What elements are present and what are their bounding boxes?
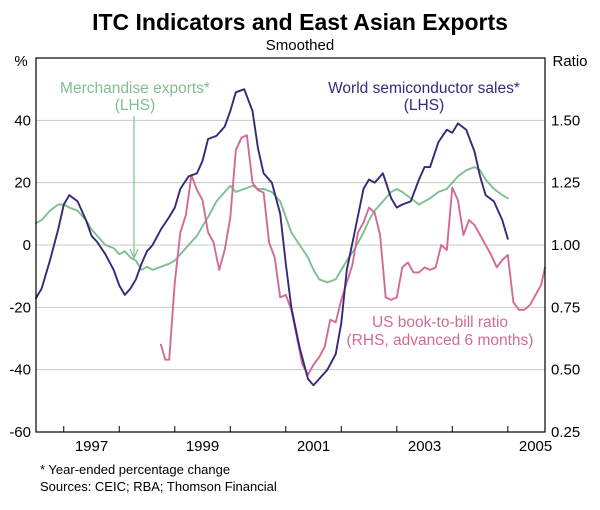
left-tick-label: -20 <box>9 299 31 316</box>
left-tick-label: -40 <box>9 362 31 379</box>
right-tick-label: 1.50 <box>551 112 580 129</box>
semiconductor-label: World semiconductor sales* <box>328 80 520 97</box>
plot-frame <box>35 57 546 433</box>
right-tick-label: 0.50 <box>551 362 580 379</box>
right-axis-unit: Ratio <box>552 53 587 70</box>
x-tick-label: 1997 <box>75 438 108 455</box>
right-tick-label: 1.25 <box>551 175 580 192</box>
semiconductor-label-sub: (LHS) <box>404 97 444 114</box>
axis-ticks: 40 20 0 -20 -40 -60 1.50 1.25 1.00 0.75 0.50 0.25 19… <box>9 112 580 455</box>
series-line-merchandise-exports <box>35 166 509 284</box>
left-axis-unit: % <box>14 53 27 70</box>
chart-title: ITC Indicators and East Asian Exports <box>92 9 508 35</box>
chart-subtitle: Smoothed <box>266 37 334 54</box>
footnote-1: * Year-ended percentage change <box>40 462 231 477</box>
left-tick-label: -60 <box>9 424 31 441</box>
right-tick-label: 0.75 <box>551 299 580 316</box>
left-tick-label: 20 <box>14 175 31 192</box>
gridlines <box>36 119 545 371</box>
merch-exports-label-sub: (LHS) <box>115 97 155 114</box>
left-tick-label: 0 <box>23 237 31 254</box>
x-tick-label: 2001 <box>297 438 330 455</box>
book-to-bill-label: US book-to-bill ratio <box>372 314 508 331</box>
series-line-us-book-to-bill-ratio <box>159 134 546 376</box>
book-to-bill-label-sub: (RHS, advanced 6 months) <box>347 332 534 349</box>
series-lines <box>35 88 546 387</box>
x-tick-label: 2005 <box>519 438 552 455</box>
right-tick-label: 0.25 <box>551 424 580 441</box>
merch-exports-label: Merchandise exports* <box>60 80 210 97</box>
footnote-2: Sources: CEIC; RBA; Thomson Financial <box>40 479 277 494</box>
x-tick-label: 2003 <box>408 438 441 455</box>
left-tick-label: 40 <box>14 112 31 129</box>
plot-border <box>35 57 546 433</box>
series-line-world-semiconductor-sales <box>35 88 509 387</box>
x-tick-label: 1999 <box>186 438 219 455</box>
right-tick-label: 1.00 <box>551 237 580 254</box>
merch-exports-pointer-head <box>129 248 139 260</box>
